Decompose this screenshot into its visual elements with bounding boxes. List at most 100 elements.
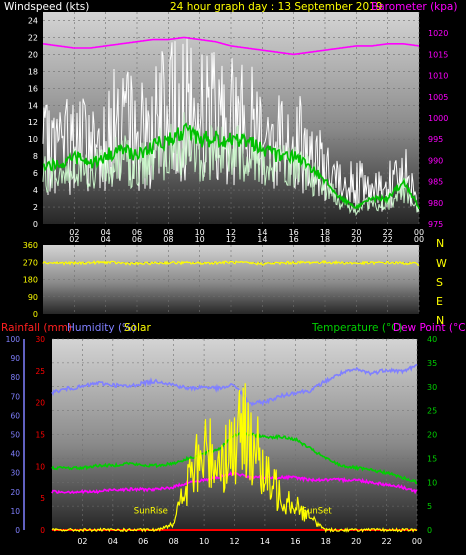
- windspeed-tick-label: 2: [33, 203, 38, 212]
- humidity-tick-label: 60: [10, 411, 20, 420]
- barometer-tick-label: 985: [428, 178, 443, 187]
- humidity-tick-label: 20: [10, 488, 20, 497]
- direction-tick-label: 360: [23, 241, 38, 250]
- windspeed-tick-label: 20: [28, 50, 38, 59]
- temperature-tick-label: 5: [427, 502, 432, 511]
- humidity-tick-label: 80: [10, 373, 20, 382]
- humidity-axis-label: Humidity (%): [67, 322, 136, 334]
- humidity-tick-label: 0: [15, 526, 20, 535]
- windspeed-tick-label: 24: [28, 16, 38, 25]
- temperature-x-tick-label: 22: [381, 537, 391, 546]
- direction-tick-label: 270: [23, 258, 38, 267]
- temperature-tick-label: 35: [427, 359, 437, 368]
- barometer-tick-label: 975: [428, 220, 443, 229]
- windspeed-tick-label: 10: [28, 135, 38, 144]
- direction-tick-label: 90: [28, 293, 38, 302]
- temperature-x-tick-label: 10: [199, 537, 209, 546]
- temperature-tick-label: 15: [427, 454, 437, 463]
- direction-compass-label: S: [436, 276, 443, 289]
- wind-x-tick-label: 02: [69, 228, 79, 237]
- temperature-tick-label: 10: [427, 478, 437, 487]
- direction-x-tick-label: 06: [132, 235, 142, 244]
- humidity-tick-label: 30: [10, 469, 20, 478]
- direction-x-tick-label: 20: [351, 235, 361, 244]
- barometer-tick-label: 990: [428, 156, 443, 165]
- direction-compass-label: W: [436, 257, 447, 270]
- sunrise-annotation: SunRise: [134, 506, 168, 516]
- direction-x-tick-label: 02: [69, 235, 79, 244]
- direction-compass-label: N: [436, 314, 444, 327]
- windspeed-tick-label: 16: [28, 84, 38, 93]
- wind-x-tick-label: 18: [320, 228, 330, 237]
- wind-x-tick-label: 10: [195, 228, 205, 237]
- rainfall-tick-label: 10: [35, 462, 45, 471]
- direction-x-tick-label: 00: [414, 235, 424, 244]
- rainfall-tick-label: 25: [35, 367, 45, 376]
- windspeed-tick-label: 6: [33, 169, 38, 178]
- barometer-tick-label: 995: [428, 135, 443, 144]
- wind-x-tick-label: 20: [351, 228, 361, 237]
- windspeed-tick-label: 12: [28, 118, 38, 127]
- direction-x-tick-label: 04: [101, 235, 111, 244]
- direction-x-tick-label: 18: [320, 235, 330, 244]
- humidity-tick-label: 40: [10, 450, 20, 459]
- barometer-tick-label: 1000: [428, 114, 448, 123]
- temperature-x-tick-label: 18: [321, 537, 331, 546]
- temperature-tick-label: 25: [427, 407, 437, 416]
- temperature-x-tick-label: 04: [108, 537, 118, 546]
- graph-title: 24 hour graph day : 13 September 2019: [170, 1, 382, 13]
- rainfall-tick-label: 20: [35, 399, 45, 408]
- windspeed-avg-series: [42, 112, 420, 217]
- solar-series: [51, 383, 418, 534]
- humidity-series: [51, 363, 418, 407]
- direction-x-tick-label: 16: [289, 235, 299, 244]
- temperature-axis-label: Temperature (°C): [311, 322, 403, 334]
- temperature-x-tick-label: 06: [138, 537, 148, 546]
- humidity-tick-label: 90: [10, 354, 20, 363]
- humidity-tick-label: 100: [6, 335, 21, 344]
- temperature-tick-label: 30: [427, 383, 437, 392]
- temperature-tick-label: 20: [427, 431, 437, 440]
- humidity-tick-label: 10: [10, 507, 20, 516]
- direction-x-tick-label: 22: [383, 235, 393, 244]
- windspeed-tick-label: 8: [33, 152, 38, 161]
- dewpoint-axis-label: Dew Point (°C): [393, 322, 466, 334]
- direction-compass-label: N: [436, 237, 444, 250]
- wind-x-tick-label: 16: [289, 228, 299, 237]
- wind-x-tick-label: 12: [226, 228, 236, 237]
- barometer-tick-label: 1005: [428, 93, 448, 102]
- barometer-tick-label: 1020: [428, 29, 448, 38]
- wind-x-tick-label: 08: [163, 228, 173, 237]
- windspeed-mean-series: [42, 122, 420, 211]
- temperature-x-tick-label: 00: [412, 537, 422, 546]
- direction-x-tick-label: 10: [195, 235, 205, 244]
- temperature-x-tick-label: 02: [77, 537, 87, 546]
- windspeed-tick-label: 22: [28, 33, 38, 42]
- sunset-annotation: SunSet: [302, 506, 333, 516]
- temperature-x-tick-label: 08: [169, 537, 179, 546]
- windspeed-tick-label: 14: [28, 101, 38, 110]
- barometer-series: [42, 36, 420, 56]
- direction-x-tick-label: 14: [257, 235, 267, 244]
- windspeed-tick-label: 0: [33, 220, 38, 229]
- wind-x-tick-label: 06: [132, 228, 142, 237]
- humidity-tick-label: 50: [10, 431, 20, 440]
- barometer-tick-label: 980: [428, 199, 443, 208]
- temperature-x-tick-label: 20: [351, 537, 361, 546]
- humidity-tick-label: 70: [10, 392, 20, 401]
- direction-x-tick-label: 08: [163, 235, 173, 244]
- rainfall-axis-label: Rainfall (mm): [1, 322, 72, 334]
- annotation-layer: SunRise SunSet: [134, 506, 333, 516]
- windspeed-axis-label: Windspeed (kts): [4, 1, 89, 13]
- barometer-axis-label: Barometer (kpa): [371, 1, 457, 13]
- rainfall-tick-label: 15: [35, 431, 45, 440]
- barometer-tick-label: 1015: [428, 50, 448, 59]
- wind-x-tick-label: 04: [101, 228, 111, 237]
- direction-x-tick-label: 12: [226, 235, 236, 244]
- windspeed-tick-label: 4: [33, 186, 38, 195]
- rainfall-tick-label: 5: [40, 494, 45, 503]
- tick-label-layer: 0246810121416182022249759809859909951000…: [6, 16, 449, 546]
- barometer-tick-label: 1010: [428, 72, 448, 81]
